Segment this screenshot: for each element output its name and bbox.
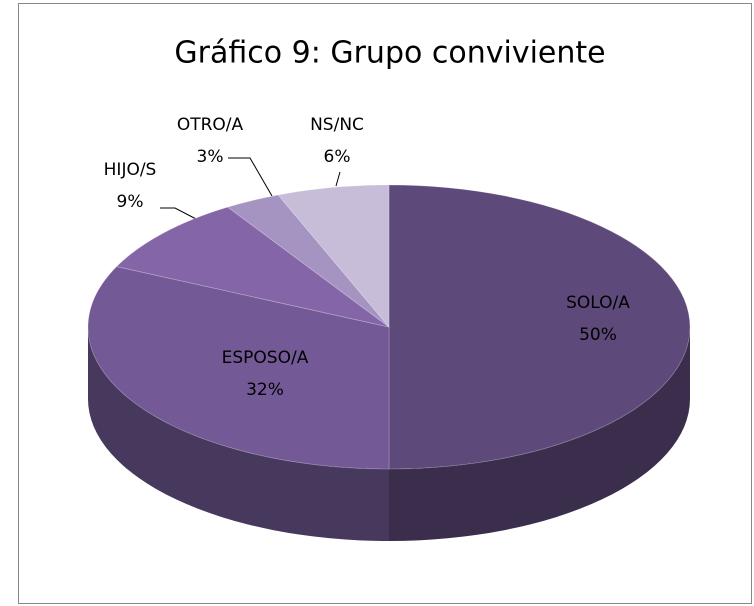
pie-slice [388, 184, 691, 470]
slice-label: NS/NC [310, 115, 364, 135]
slice-label: HIJO/S [104, 160, 157, 180]
slice-label: ESPOSO/A [222, 348, 309, 368]
leader-lines [160, 157, 341, 221]
pie-slice [277, 184, 390, 329]
leader-line [335, 171, 341, 187]
slice-value-label: 50% [579, 325, 617, 345]
pie [87, 184, 691, 541]
pie-slice [226, 194, 390, 328]
pie-slice-side [88, 327, 389, 541]
leader-line [160, 207, 199, 221]
slice-value-label: 3% [197, 147, 224, 167]
slice-value-label: 6% [324, 147, 351, 167]
slice-value-label: 9% [117, 192, 144, 212]
slice-label: OTRO/A [177, 115, 244, 135]
chart-title: Gráfico 9: Grupo conviviente [174, 36, 605, 71]
leader-line [228, 157, 273, 197]
pie-slice [87, 266, 390, 470]
pie-slice [115, 206, 390, 328]
pie-slice-side [389, 327, 690, 541]
slice-value-label: 32% [246, 380, 284, 400]
slice-label: SOLO/A [566, 293, 630, 313]
